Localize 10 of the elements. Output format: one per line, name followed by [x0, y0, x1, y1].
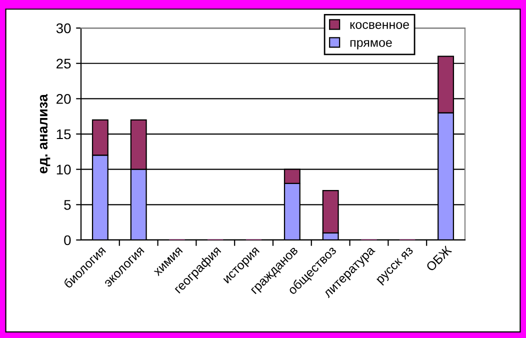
y-tick-label: 0	[64, 235, 71, 246]
legend-label: прямое	[350, 40, 392, 50]
y-tick-label: 25	[56, 58, 71, 69]
y-axis-title: ед. анализа	[40, 94, 50, 174]
y-tick-label: 30	[56, 23, 71, 34]
y-tick-label: 20	[56, 94, 71, 104]
legend-label: косвенное	[350, 22, 409, 29]
y-tick-label: 5	[64, 200, 71, 210]
y-tick-label: 15	[56, 129, 71, 140]
y-tick-label: 10	[56, 164, 71, 175]
